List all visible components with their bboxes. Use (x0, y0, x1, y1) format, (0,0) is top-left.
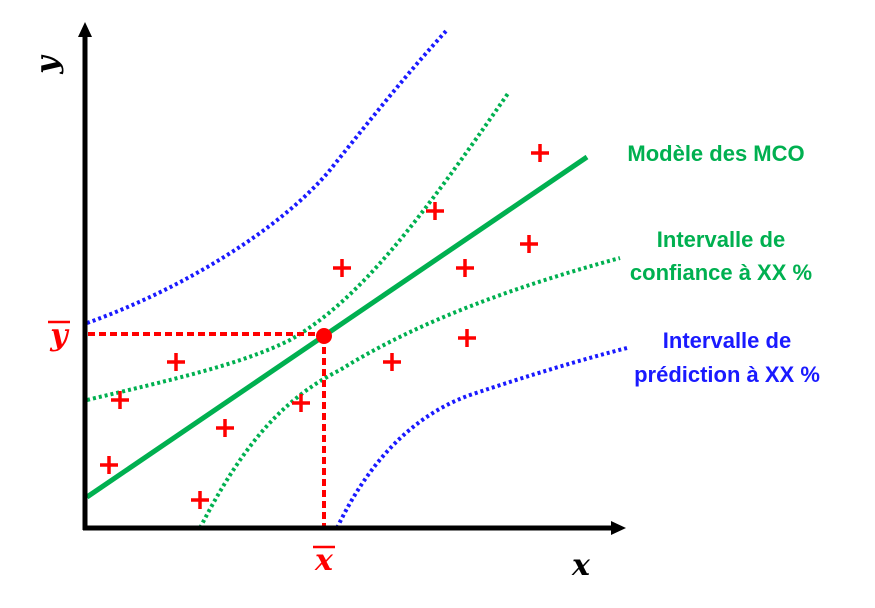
legend-ols: Modèle des MCO (627, 141, 804, 166)
data-point (333, 259, 351, 277)
mean-point (316, 328, 332, 344)
data-point (456, 259, 474, 277)
ols-regression-line (85, 154, 589, 500)
data-point (216, 419, 234, 437)
prediction-interval-lower (335, 346, 628, 529)
y-bar-label: y (49, 318, 70, 353)
data-point (292, 394, 310, 412)
x-bar-label: x (314, 543, 334, 578)
legend-pi-line1: Intervalle de (663, 328, 791, 353)
confidence-interval-lower (198, 256, 621, 529)
legend-ci-line2: confiance à XX % (630, 260, 812, 285)
legend-pi-line2: prédiction à XX % (634, 362, 820, 387)
data-point (383, 353, 401, 371)
data-point (191, 491, 209, 509)
legend-ci-line1: Intervalle de (657, 227, 785, 252)
data-point (100, 456, 118, 474)
x-axis-label: x (571, 548, 591, 583)
data-points (100, 144, 549, 509)
data-point (458, 329, 476, 347)
prediction-interval-upper (86, 28, 449, 325)
data-point (111, 391, 129, 409)
y-axis-label: y (30, 54, 65, 75)
data-point (167, 353, 185, 371)
data-point (520, 235, 538, 253)
data-point (426, 202, 444, 220)
data-point (531, 144, 549, 162)
x-axis-arrow-icon (611, 521, 626, 535)
y-axis-arrow-icon (78, 22, 92, 37)
